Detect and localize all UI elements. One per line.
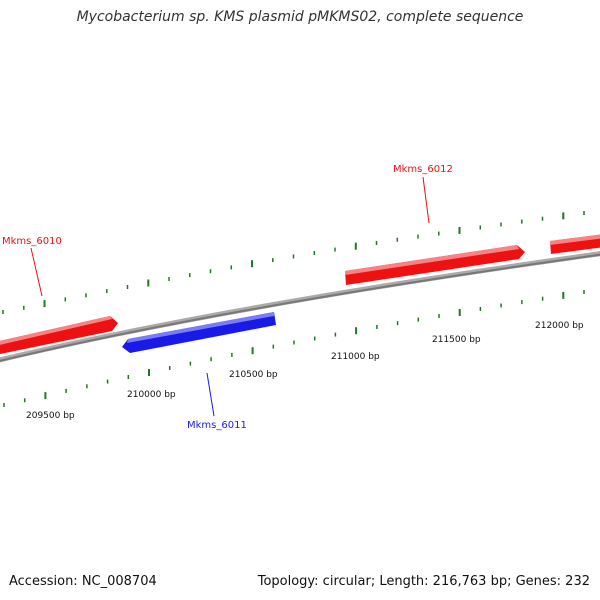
gene-mkms-6012[interactable] bbox=[345, 245, 525, 285]
gene-fragment-right[interactable] bbox=[550, 234, 600, 254]
scale-label-210000: 210000 bp bbox=[127, 390, 176, 400]
gene-label-mkms-6012[interactable]: Mkms_6012 bbox=[393, 164, 453, 175]
map-title: Mycobacterium sp. KMS plasmid pMKMS02, c… bbox=[76, 9, 524, 25]
label-leader-mkms-6011 bbox=[206, 372, 215, 417]
outer-tick-track bbox=[2, 211, 585, 314]
inner-tick-track bbox=[3, 290, 585, 407]
label-leader-mkms-6010 bbox=[30, 247, 43, 297]
scale-label-209500: 209500 bp bbox=[26, 411, 75, 421]
plasmid-backbone bbox=[0, 251, 600, 363]
gene-label-mkms-6010[interactable]: Mkms_6010 bbox=[2, 236, 62, 247]
scale-label-211500: 211500 bp bbox=[432, 335, 481, 345]
scale-label-210500: 210500 bp bbox=[229, 370, 278, 380]
scale-label-212000: 212000 bp bbox=[535, 321, 584, 331]
topology-text: Topology: circular; Length: 216,763 bp; … bbox=[257, 574, 590, 589]
scale-label-211000: 211000 bp bbox=[331, 352, 380, 362]
label-leader-mkms-6012 bbox=[422, 176, 430, 224]
gene-label-mkms-6011[interactable]: Mkms_6011 bbox=[187, 420, 247, 431]
gene-mkms-6011[interactable] bbox=[122, 312, 276, 353]
accession-text: Accession: NC_008704 bbox=[9, 574, 157, 589]
plasmid-backbone-shadow bbox=[0, 253, 600, 362]
gene-mkms-6010[interactable] bbox=[0, 316, 118, 355]
